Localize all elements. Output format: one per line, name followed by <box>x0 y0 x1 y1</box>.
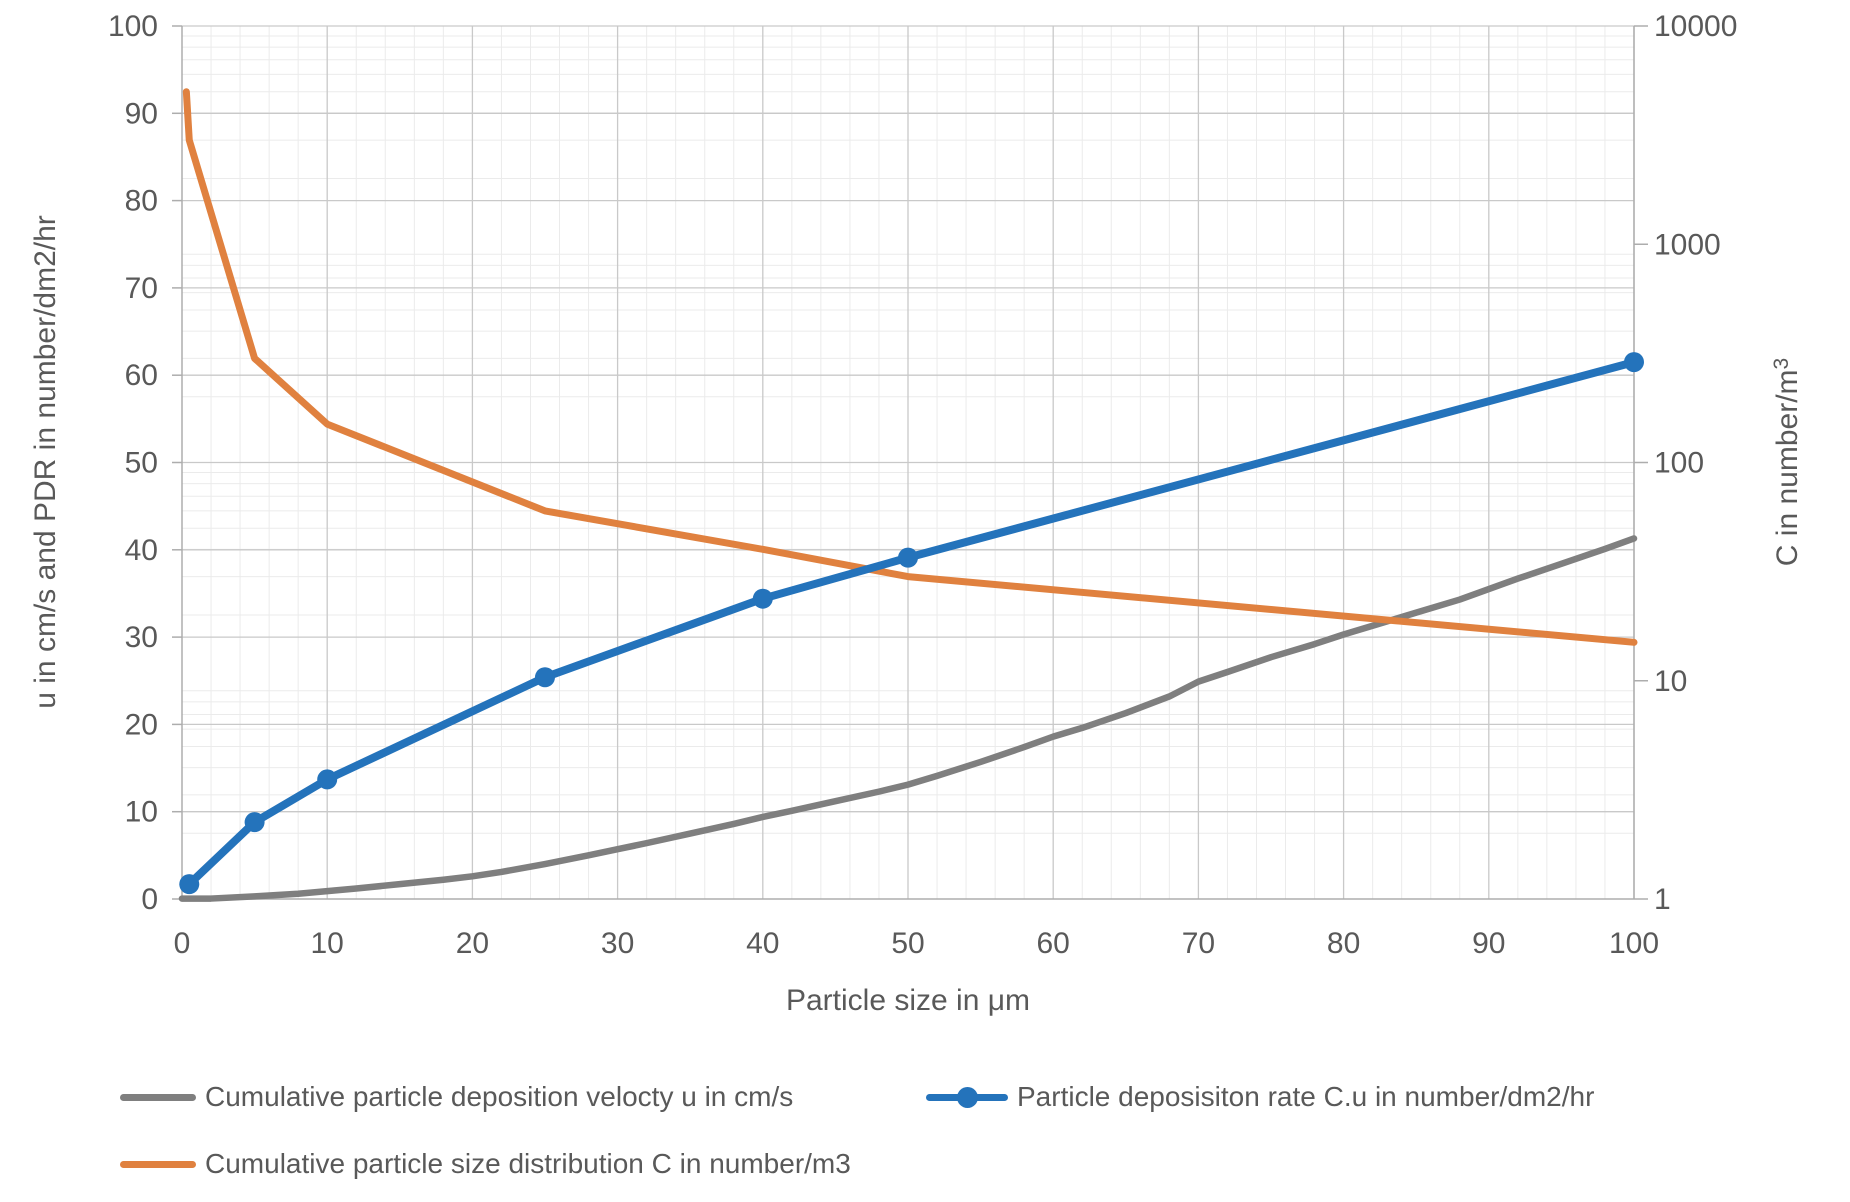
x-axis-title: Particle size in μm <box>786 984 1030 1017</box>
series-marker-cu <box>317 769 338 790</box>
x-tick-label: 60 <box>1037 927 1070 960</box>
x-tick-label: 30 <box>601 927 634 960</box>
series-marker-cu <box>1624 352 1644 373</box>
legend-line-swatch-blue <box>926 1086 1008 1108</box>
y-right-tick-label: 10000 <box>1654 10 1737 43</box>
data-series <box>178 88 1644 902</box>
y-right-tick-label: 1000 <box>1654 228 1721 261</box>
y-left-tick-label: 90 <box>125 97 158 130</box>
legend-item-deposition-velocity: Cumulative particle deposition velocty u… <box>120 1080 793 1114</box>
gridlines-major <box>182 25 1635 899</box>
series-marker-cu <box>898 547 918 568</box>
y-left-tick-label: 30 <box>125 621 158 654</box>
series-marker-cu <box>535 667 555 688</box>
legend-item-deposition-rate: Particle deposisiton rate C.u in number/… <box>926 1080 1594 1114</box>
legend-item-size-distribution: Cumulative particle size distribution C … <box>120 1147 851 1181</box>
series-line-c <box>182 88 1638 646</box>
legend-label: Cumulative particle size distribution C … <box>205 1148 851 1179</box>
series-marker-cu <box>179 874 200 895</box>
y-left-tick-label: 50 <box>125 447 158 480</box>
y-right-tick-label: 100 <box>1654 447 1704 480</box>
y-left-tick-label: 40 <box>125 534 158 567</box>
y-left-axis-title: u in cm/s and PDR in number/dm2/hr <box>29 215 62 709</box>
x-tick-label: 0 <box>174 927 191 960</box>
x-tick-label: 70 <box>1182 927 1215 960</box>
x-tick-label: 100 <box>1609 927 1659 960</box>
legend-line-swatch-gray <box>120 1093 196 1101</box>
y-left-tick-label: 60 <box>125 359 158 392</box>
series-marker-cu <box>244 812 265 833</box>
y-right-axis-title: C in number/m3 <box>1770 358 1804 566</box>
y-right-tick-label: 10 <box>1654 665 1687 698</box>
x-tick-label: 20 <box>456 927 489 960</box>
series-marker-cu <box>752 588 773 609</box>
legend-label: Cumulative particle deposition velocty u… <box>205 1081 794 1112</box>
y-right-tick-label: 1 <box>1654 883 1671 916</box>
legend-label: Particle deposisiton rate C.u in number/… <box>1017 1081 1595 1112</box>
legend-marker-dot <box>956 1086 978 1108</box>
x-tick-label: 40 <box>746 927 779 960</box>
y-left-tick-label: 100 <box>108 10 158 43</box>
x-tick-label: 10 <box>311 927 344 960</box>
y-left-tick-label: 70 <box>125 272 158 305</box>
y-left-tick-label: 10 <box>125 796 158 829</box>
legend-line-swatch-orange <box>120 1160 196 1168</box>
y-left-tick-label: 0 <box>141 883 158 916</box>
x-tick-label: 80 <box>1327 927 1360 960</box>
x-tick-label: 50 <box>891 927 924 960</box>
x-tick-label: 90 <box>1472 927 1505 960</box>
y-left-tick-label: 20 <box>125 708 158 741</box>
y-left-tick-label: 80 <box>125 185 158 218</box>
axis-tick-marks <box>172 25 1648 900</box>
